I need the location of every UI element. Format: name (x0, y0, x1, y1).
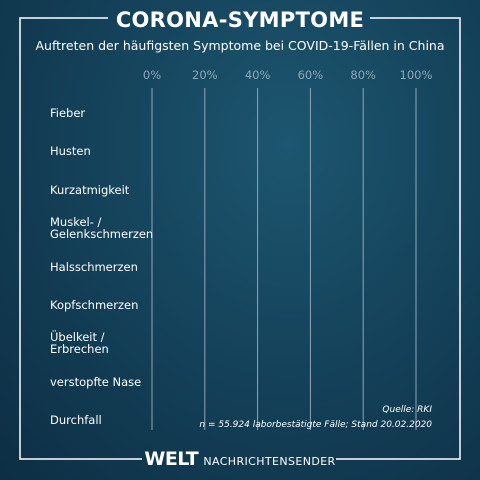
x-tick-label: 60% (297, 68, 324, 82)
note: n = 55.924 laborbestätigte Fälle; Stand … (199, 420, 432, 430)
y-tick-label: verstopfte Nase (50, 374, 142, 389)
y-tick-label: Halsschmerzen (50, 259, 138, 274)
frame-left (19, 17, 142, 460)
y-tick-label: Kopfschmerzen (50, 298, 139, 312)
x-tick-label: 80% (350, 68, 376, 82)
brand: WELT (144, 448, 199, 470)
channel: NACHRICHTENSENDER (203, 455, 336, 468)
y-tick-label: Husten (50, 144, 91, 159)
y-tick-label: Fieber (50, 106, 86, 120)
x-tick-label: 40% (244, 68, 271, 82)
frame-right (336, 17, 461, 460)
source: Quelle: RKI (382, 405, 432, 415)
chart-subtitle: Auftreten der häufigsten Symptome bei CO… (35, 38, 445, 53)
title: CORONA-SYMPTOME (115, 8, 365, 32)
footer: WELT NACHRICHTENSENDER (0, 448, 480, 470)
x-tick-label: 0% (142, 68, 162, 82)
y-tick-label: Muskel- / Gelenkschmerzen (50, 215, 154, 242)
x-tick-label: 20% (192, 68, 218, 82)
y-tick-label: Übelkeit / Erbrechen (50, 330, 109, 357)
x-tick-label: 100% (399, 68, 433, 82)
y-tick-label: Durchfall (50, 413, 102, 428)
y-tick-label: Kurzatmigkeit (50, 182, 130, 197)
